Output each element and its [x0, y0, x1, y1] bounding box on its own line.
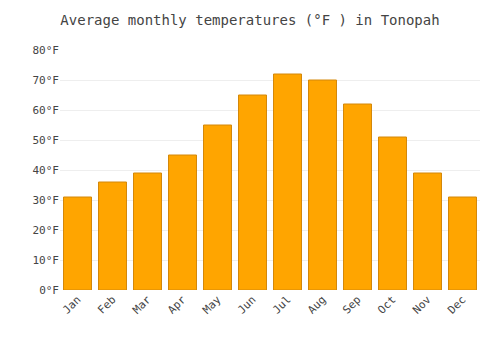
- svg-text:60°F: 60°F: [33, 104, 60, 117]
- svg-text:May: May: [200, 293, 224, 317]
- svg-text:Apr: Apr: [165, 293, 189, 317]
- svg-text:Feb: Feb: [95, 293, 118, 316]
- svg-text:Dec: Dec: [445, 293, 468, 316]
- svg-text:Jul: Jul: [270, 293, 293, 316]
- svg-text:80°F: 80°F: [33, 44, 60, 57]
- svg-text:Nov: Nov: [410, 293, 434, 317]
- svg-text:30°F: 30°F: [33, 194, 60, 207]
- svg-text:Jan: Jan: [60, 293, 83, 316]
- svg-text:50°F: 50°F: [33, 134, 60, 147]
- svg-text:Mar: Mar: [130, 293, 154, 317]
- svg-text:10°F: 10°F: [33, 254, 60, 267]
- svg-text:Oct: Oct: [375, 293, 398, 316]
- svg-text:Aug: Aug: [305, 293, 328, 316]
- svg-text:Jun: Jun: [235, 293, 258, 316]
- svg-text:Sep: Sep: [340, 293, 363, 316]
- svg-text:70°F: 70°F: [33, 74, 60, 87]
- svg-text:Average monthly temperatures (: Average monthly temperatures (°F ) in To…: [60, 12, 439, 28]
- svg-text:0°F: 0°F: [39, 284, 59, 297]
- svg-text:40°F: 40°F: [33, 164, 60, 177]
- svg-text:20°F: 20°F: [33, 224, 60, 237]
